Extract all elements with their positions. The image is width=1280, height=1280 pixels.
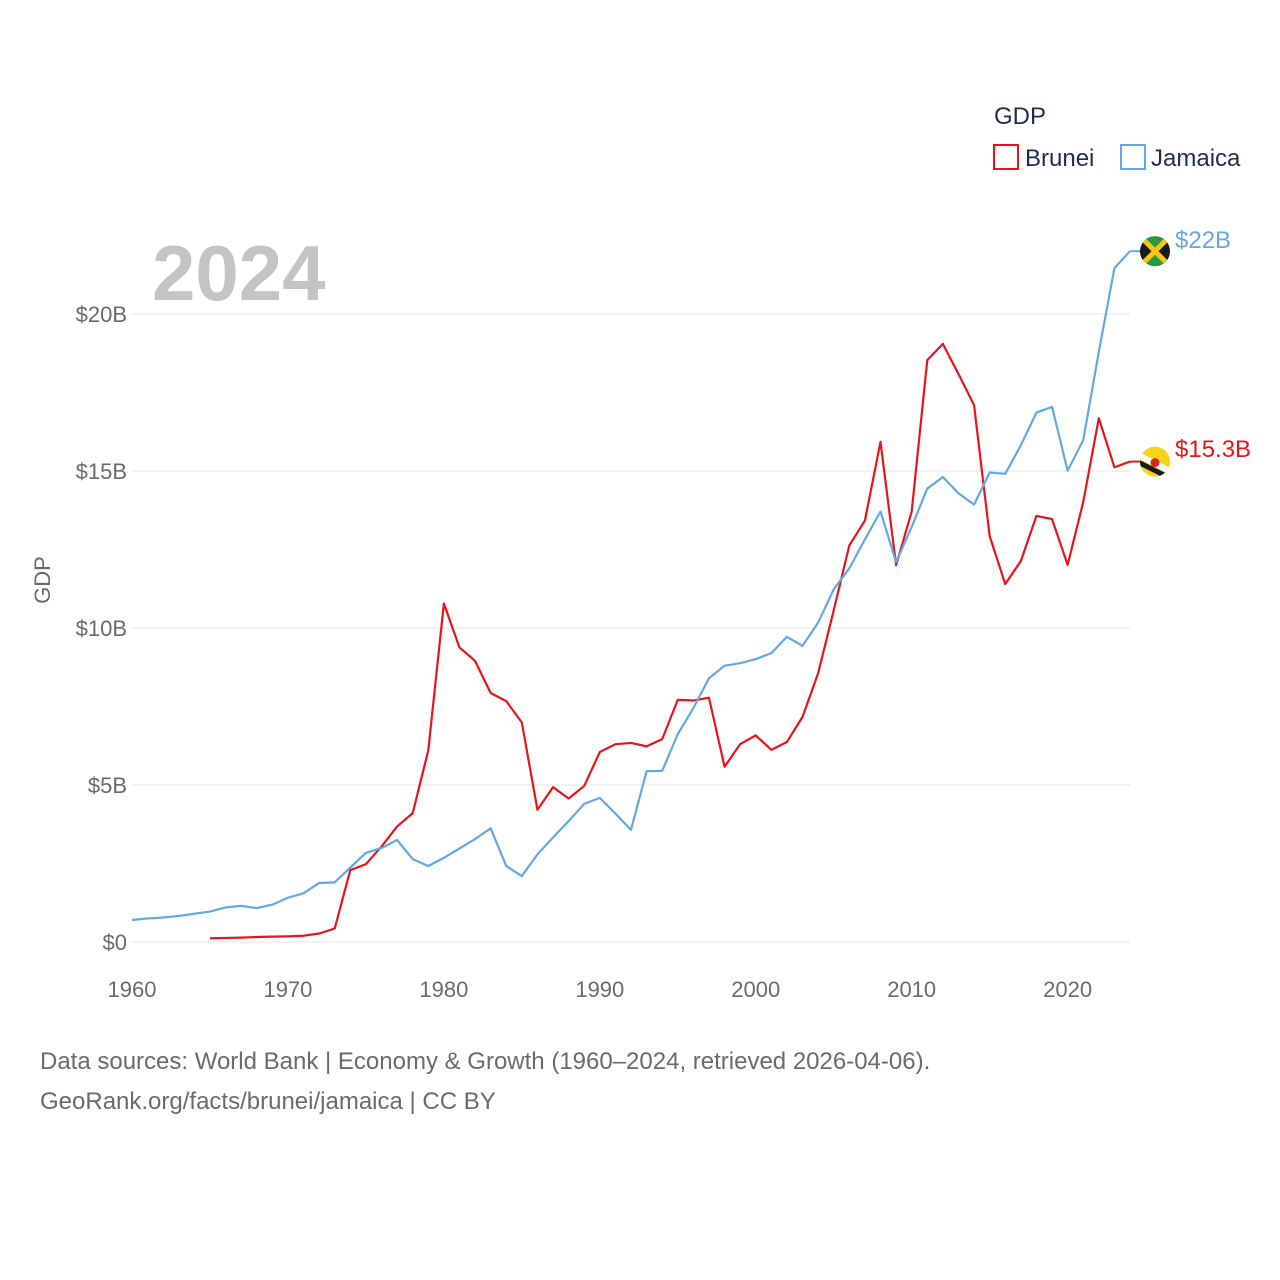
grid-lines	[132, 313, 1130, 943]
year-label: 2024	[152, 229, 326, 317]
x-tick-label: 1970	[263, 977, 312, 1002]
y-tick-label: $20B	[76, 302, 127, 327]
x-axis-ticks: 1960 1970 1980 1990 2000 2010 2020	[108, 977, 1093, 1002]
y-tick-label: $0	[103, 930, 127, 955]
x-tick-label: 2010	[887, 977, 936, 1002]
x-tick-label: 1960	[108, 977, 157, 1002]
legend-swatch-jamaica	[1120, 144, 1146, 170]
legend-label-jamaica: Jamaica	[1151, 145, 1241, 172]
legend-label-brunei: Brunei	[1025, 145, 1094, 172]
legend: GDP Brunei Jamaica	[993, 103, 1241, 172]
series-line-brunei	[209, 342, 1131, 940]
y-tick-label: $15B	[76, 459, 127, 484]
y-axis-label: GDP	[30, 556, 55, 604]
y-tick-label: $5B	[88, 773, 127, 798]
x-tick-label: 2000	[731, 977, 780, 1002]
x-tick-label: 2020	[1043, 977, 1092, 1002]
series-end-markers: $15.3B $22B	[1130, 227, 1251, 477]
jamaica-flag-icon	[1140, 236, 1170, 267]
x-tick-label: 1980	[419, 977, 468, 1002]
source-line-1: Data sources: World Bank | Economy & Gro…	[40, 1048, 931, 1075]
legend-title: GDP	[994, 103, 1046, 130]
legend-swatch-brunei	[993, 144, 1019, 170]
series-line-jamaica	[131, 250, 1131, 922]
end-value-label-jamaica: $22B	[1175, 227, 1231, 254]
y-tick-label: $10B	[76, 616, 127, 641]
end-value-label-brunei: $15.3B	[1175, 436, 1251, 463]
y-axis-ticks: $0 $5B $10B $15B $20B	[76, 302, 127, 955]
x-tick-label: 1990	[575, 977, 624, 1002]
gdp-line-chart: $0 $5B $10B $15B $20B 1960 1970 1980 1990 2000 20…	[30, 103, 1251, 1002]
brunei-flag-icon	[1140, 446, 1170, 477]
source-note: Data sources: World Bank | Economy & Gro…	[40, 1042, 930, 1122]
series-lines	[131, 250, 1131, 940]
source-line-2: GeoRank.org/facts/brunei/jamaica | CC BY	[40, 1088, 496, 1115]
